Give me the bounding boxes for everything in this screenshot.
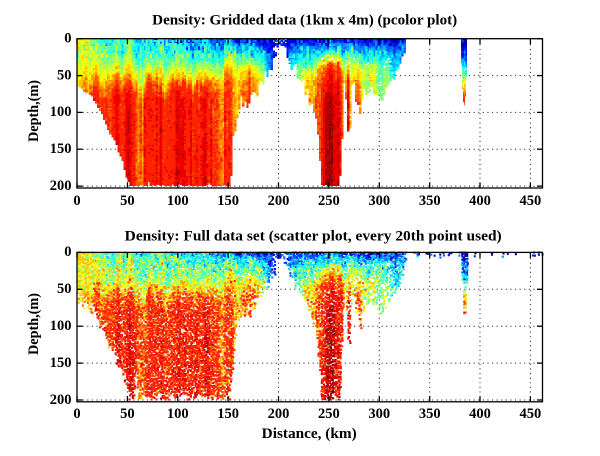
svg-text:400: 400 bbox=[469, 406, 491, 422]
svg-text:Density: Full data set (scatte: Density: Full data set (scatter plot, ev… bbox=[125, 229, 502, 245]
svg-text:Density: Gridded data (1km x 4: Density: Gridded data (1km x 4m) (pcolor… bbox=[152, 13, 457, 29]
svg-text:200: 200 bbox=[268, 193, 290, 209]
svg-text:450: 450 bbox=[520, 193, 542, 209]
svg-text:200: 200 bbox=[268, 406, 290, 422]
svg-text:400: 400 bbox=[469, 193, 491, 209]
svg-text:100: 100 bbox=[167, 193, 189, 209]
svg-text:200: 200 bbox=[50, 178, 72, 194]
svg-text:100: 100 bbox=[50, 104, 72, 120]
svg-text:0: 0 bbox=[73, 406, 80, 422]
svg-text:50: 50 bbox=[57, 281, 72, 297]
svg-text:350: 350 bbox=[419, 193, 441, 209]
svg-text:450: 450 bbox=[520, 406, 542, 422]
svg-text:150: 150 bbox=[217, 406, 239, 422]
svg-text:100: 100 bbox=[167, 406, 189, 422]
svg-text:50: 50 bbox=[57, 67, 72, 83]
svg-text:150: 150 bbox=[50, 355, 72, 371]
svg-text:0: 0 bbox=[64, 31, 71, 47]
svg-text:50: 50 bbox=[120, 193, 135, 209]
svg-text:250: 250 bbox=[318, 193, 340, 209]
svg-text:Depth,(m): Depth,(m) bbox=[26, 80, 42, 142]
svg-text:Depth,(m): Depth,(m) bbox=[26, 293, 42, 355]
svg-text:300: 300 bbox=[368, 193, 390, 209]
svg-text:200: 200 bbox=[50, 392, 72, 408]
svg-text:150: 150 bbox=[50, 141, 72, 157]
svg-text:50: 50 bbox=[120, 406, 135, 422]
svg-text:0: 0 bbox=[64, 244, 71, 260]
svg-text:150: 150 bbox=[217, 193, 239, 209]
svg-text:Distance, (km): Distance, (km) bbox=[262, 426, 357, 442]
svg-text:300: 300 bbox=[368, 406, 390, 422]
svg-text:350: 350 bbox=[419, 406, 441, 422]
svg-text:100: 100 bbox=[50, 318, 72, 334]
svg-text:250: 250 bbox=[318, 406, 340, 422]
svg-text:0: 0 bbox=[73, 193, 80, 209]
